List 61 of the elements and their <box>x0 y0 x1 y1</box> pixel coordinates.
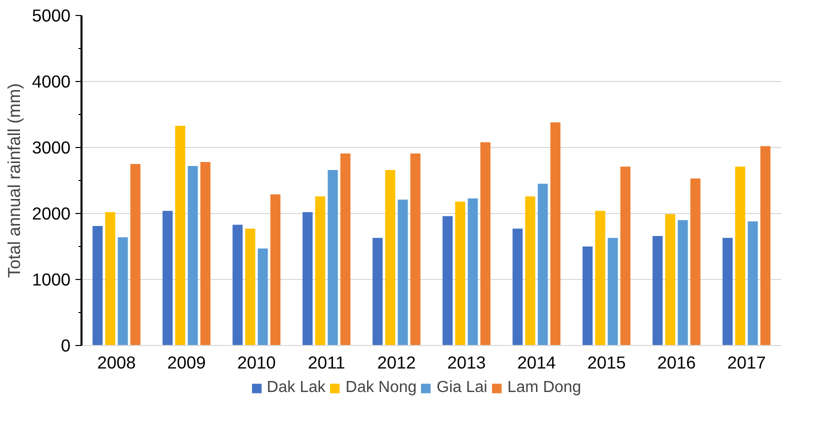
bar <box>455 202 466 346</box>
legend-label: Gia Lai <box>436 379 488 397</box>
bar <box>760 146 770 346</box>
bar <box>118 237 128 346</box>
bar <box>608 238 618 346</box>
bar <box>735 166 746 346</box>
x-tick-label: 2009 <box>167 352 206 372</box>
y-tick-label: 5000 <box>32 6 71 26</box>
y-tick-label: 3000 <box>32 138 71 158</box>
legend-label: Dak Lak <box>266 379 326 397</box>
bar <box>105 212 116 346</box>
bar <box>188 166 198 346</box>
bar <box>315 196 326 346</box>
y-tick-label: 4000 <box>32 72 71 92</box>
bar <box>130 164 140 346</box>
bar <box>480 142 490 346</box>
legend-label: Lam Dong <box>507 379 582 397</box>
bar <box>468 198 478 346</box>
bar <box>722 238 733 346</box>
x-tick-label: 2012 <box>377 352 416 372</box>
bar <box>410 153 420 346</box>
bar <box>550 122 560 346</box>
y-axis-title: Total annual rainfall (mm) <box>4 83 24 278</box>
bar <box>678 220 688 346</box>
bar <box>582 246 593 346</box>
bar <box>162 210 173 346</box>
x-tick-label: 2017 <box>727 352 766 372</box>
x-tick-label: 2011 <box>308 352 346 372</box>
x-tick-label: 2013 <box>447 352 486 372</box>
x-tick-label: 2008 <box>97 352 136 372</box>
bar <box>748 221 758 346</box>
x-tick-label: 2016 <box>657 352 696 372</box>
y-tick-label: 2000 <box>32 204 71 224</box>
bar <box>512 228 523 346</box>
bar <box>245 228 256 346</box>
x-tick-label: 2015 <box>587 352 626 372</box>
y-tick-label: 1000 <box>32 270 71 290</box>
bar <box>328 170 338 346</box>
bar <box>665 214 676 346</box>
x-tick-label: 2014 <box>517 352 556 372</box>
x-tick-label: 2010 <box>237 352 276 372</box>
bar <box>398 200 408 346</box>
bar <box>525 196 536 346</box>
bar <box>175 126 186 346</box>
bar <box>270 194 280 346</box>
bar <box>595 210 606 346</box>
bar <box>92 226 103 346</box>
bar <box>340 153 350 346</box>
bar <box>620 166 630 346</box>
bar <box>258 248 268 346</box>
bar <box>200 162 210 346</box>
bar <box>652 236 663 346</box>
bar <box>302 212 313 346</box>
bar <box>538 184 548 346</box>
bar <box>372 238 383 346</box>
bar <box>690 178 700 346</box>
y-tick-label: 0 <box>60 336 71 356</box>
bar <box>232 224 243 346</box>
bar <box>442 216 453 346</box>
legend-label: Dak Nong <box>346 379 417 397</box>
bar <box>385 170 396 346</box>
